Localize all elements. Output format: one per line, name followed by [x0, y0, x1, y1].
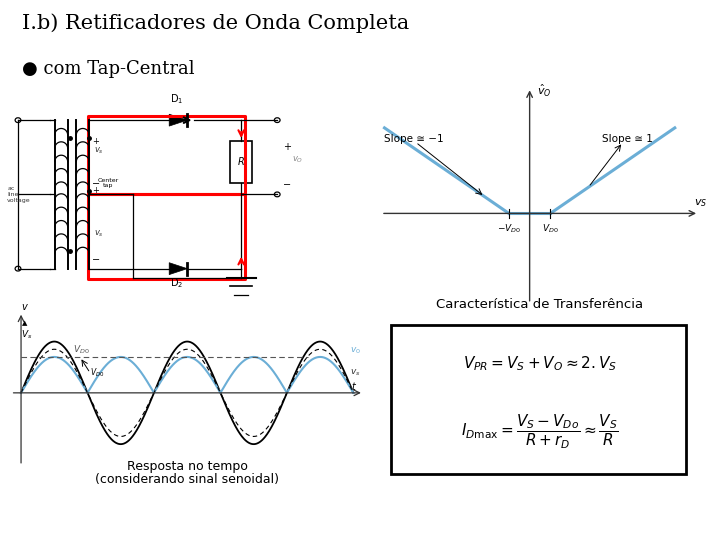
Text: $t$: $t$: [351, 380, 357, 392]
Text: $V_{D0}$: $V_{D0}$: [542, 223, 559, 235]
Text: D$_2$: D$_2$: [170, 276, 183, 291]
Text: $v_s$: $v_s$: [94, 146, 104, 156]
Text: −: −: [92, 179, 100, 189]
Bar: [230, 141, 252, 183]
Bar: [89, 194, 245, 279]
Text: $v$: $v$: [21, 302, 29, 312]
Text: $v_0$: $v_0$: [350, 346, 361, 356]
Text: ● com Tap-Central: ● com Tap-Central: [22, 60, 194, 78]
Bar: [89, 116, 245, 194]
Text: $v_S$: $v_S$: [694, 197, 708, 208]
Text: −: −: [92, 255, 100, 265]
Text: $v_O$: $v_O$: [292, 155, 303, 165]
Text: $V_{D0}$: $V_{D0}$: [90, 367, 104, 379]
Text: Slope ≅ 1: Slope ≅ 1: [602, 134, 653, 144]
Text: $-V_{D0}$: $-V_{D0}$: [497, 223, 521, 235]
Text: ac
line
voltage: ac line voltage: [7, 186, 31, 202]
Text: $V_{D0}$: $V_{D0}$: [73, 344, 89, 356]
Polygon shape: [169, 263, 187, 275]
Text: D$_1$: D$_1$: [170, 92, 183, 106]
Polygon shape: [169, 114, 187, 126]
Text: (considerando sinal senoidal): (considerando sinal senoidal): [95, 472, 279, 485]
Text: +: +: [283, 142, 291, 152]
Text: $I_{D\mathrm{max}} = \dfrac{V_S - V_{Do}}{R + r_D} \approx \dfrac{V_S}{R}$: $I_{D\mathrm{max}} = \dfrac{V_S - V_{Do}…: [462, 413, 618, 451]
Text: R: R: [238, 157, 245, 167]
Text: +: +: [92, 137, 99, 146]
Text: Característica de Transferência: Característica de Transferência: [436, 298, 644, 311]
Text: +: +: [92, 186, 99, 195]
Text: I.b) Retificadores de Onda Completa: I.b) Retificadores de Onda Completa: [22, 14, 409, 33]
Text: $v_s$: $v_s$: [350, 368, 361, 379]
Text: Center
tap: Center tap: [97, 178, 119, 188]
Text: Slope ≅ −1: Slope ≅ −1: [384, 134, 444, 144]
Text: $V_s$: $V_s$: [21, 328, 32, 341]
Text: $V_{PR} = V_S + V_O \approx 2.V_S$: $V_{PR} = V_S + V_O \approx 2.V_S$: [463, 355, 617, 373]
Text: −: −: [283, 180, 291, 191]
Text: $\hat{v}_O$: $\hat{v}_O$: [536, 83, 551, 99]
Text: Resposta no tempo: Resposta no tempo: [127, 460, 248, 474]
Text: $v_s$: $v_s$: [94, 229, 104, 239]
Text: $▲$: $▲$: [21, 319, 28, 328]
